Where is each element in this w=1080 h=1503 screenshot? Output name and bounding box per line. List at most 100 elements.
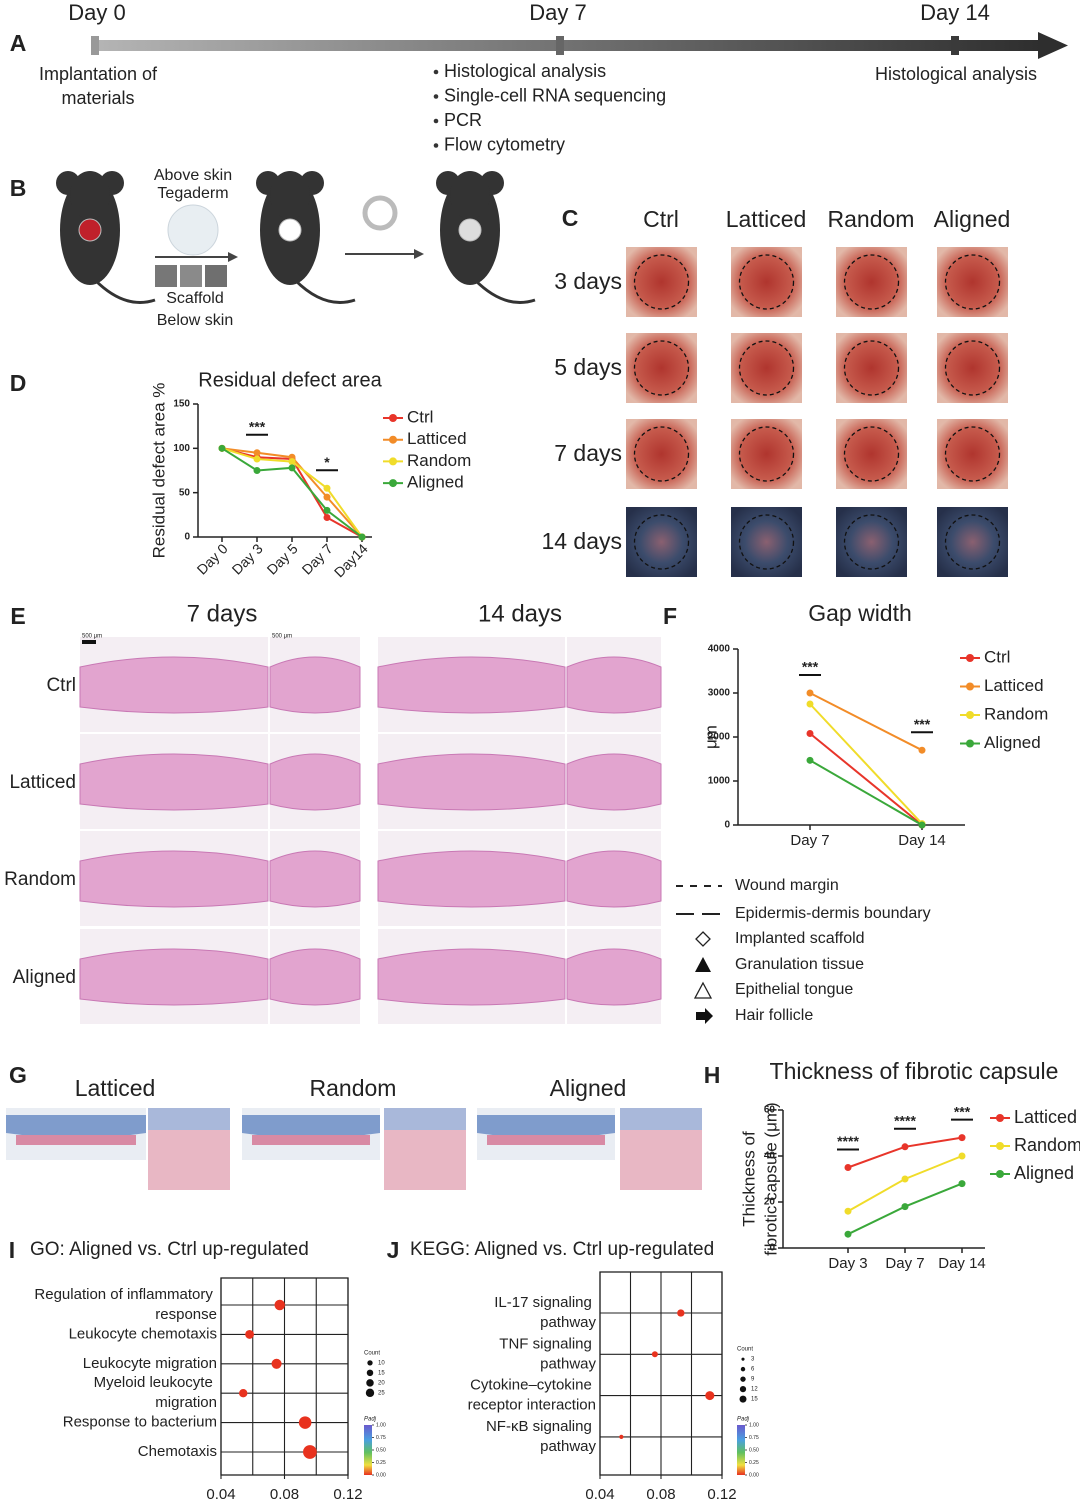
tissue [79,656,269,714]
legend-label: 3 [751,1357,755,1363]
dot [245,1329,255,1339]
scaffold-image [205,265,227,287]
bullet [433,94,439,99]
data-point [806,700,814,708]
legend-label: 25 [378,1390,385,1396]
legend-arrow [696,1008,713,1024]
column-label: Latticed [75,1075,156,1101]
bullet [433,118,439,124]
arrow-head [414,249,424,259]
significance-label: **** [837,1133,859,1149]
x-tick-label: 0.12 [707,1486,736,1503]
wound-photo [626,419,697,489]
dot [298,1416,312,1429]
tissue [6,1115,146,1138]
significance-label: *** [249,418,266,434]
legend-dot [740,1366,746,1372]
scale-bar [82,640,96,644]
significance-label: *** [914,716,931,732]
legend-marker [996,1170,1004,1178]
category-label: Response to bacterium [63,1414,217,1431]
legend-marker [389,457,397,466]
chart-title: Residual defect area [198,369,382,391]
timeline-item: PCR [444,110,482,130]
category-label: NF-κB signaling pathway [486,1418,597,1455]
legend-label: Latticed [984,676,1044,695]
colorbar-label: 0.75 [749,1435,759,1441]
mouse-head [450,171,490,219]
tissue [566,850,662,908]
legend-dot [365,1388,375,1398]
legend-label: Hair follicle [735,1007,813,1024]
y-tick-label: 0 [724,820,730,831]
timeline-item: Flow cytometry [444,134,565,154]
scale-label: 500 μm [82,634,102,640]
series-line [847,1155,963,1213]
legend-marker [996,1142,1004,1150]
tissue [242,1115,380,1138]
data-point [901,1143,909,1151]
wound-outline [633,514,690,570]
significance-label: *** [802,659,819,675]
timeline-bar [92,40,1042,51]
legend-label: Aligned [984,733,1041,752]
panel-b-text: Scaffold [166,290,224,307]
wound-photo [731,507,802,577]
data-point [901,1203,909,1211]
column-label: Random [828,206,915,232]
legend-label: Random [1014,1135,1080,1155]
wound-outline [843,254,900,310]
significance-label: *** [954,1103,971,1119]
category-label: IL-17 signaling pathway [494,1294,596,1331]
data-point [958,1152,966,1160]
legend-label: Epidermis-dermis boundary [735,905,931,922]
mouse-head [70,171,110,219]
wound-outline [944,514,1001,570]
panel-b-text: Above skin [154,167,232,184]
dot [271,1358,282,1369]
wound-photo [731,247,802,317]
data-point [844,1207,852,1215]
chart-title: GO: Aligned vs. Ctrl up-regulated [30,1239,309,1260]
tissue [566,753,662,811]
tissue [377,948,566,1006]
wound-outline [843,340,900,396]
panel-label: H [704,1062,721,1088]
legend-label: Epithelial tongue [735,981,853,998]
legend-label: 15 [751,1397,758,1403]
timeline-tick [951,36,959,55]
legend-label: Implanted scaffold [735,930,865,947]
timeline-item: Histological analysis [444,61,606,81]
x-tick-label: Day 3 [229,540,266,577]
y-tick-label: 0 [184,532,190,543]
data-point [918,746,926,754]
row-label: 5 days [554,354,622,380]
mouse-head [270,171,310,219]
data-point [253,449,261,457]
category-label: Cytokine–cytokine receptor interaction [468,1377,596,1414]
colorbar-label: 0.75 [376,1435,386,1441]
dot [651,1351,658,1358]
x-tick-label: Day 7 [790,832,829,849]
tissue [16,1135,136,1145]
timeline-day: Day 0 [68,0,125,25]
x-tick-label: Day 3 [828,1255,867,1272]
legend-dot [366,1379,374,1387]
data-point [288,458,296,466]
tissue [269,850,361,908]
legend-label: Random [984,704,1048,723]
legend-marker [389,435,397,444]
data-point [918,821,926,829]
legend-label: 12 [751,1387,758,1393]
data-point [288,464,296,472]
category-label: TNF signaling pathway [499,1335,596,1372]
wound-outline [843,514,900,570]
x-tick-label: 0.08 [646,1486,675,1503]
x-tick-label: 0.04 [206,1486,235,1503]
legend-triangle-open [693,981,713,999]
y-tick-label: 1000 [708,776,731,787]
bullet [433,69,439,75]
panel-label: J [387,1237,400,1263]
row-label: Aligned [13,967,76,988]
mouse-tail [473,278,536,304]
